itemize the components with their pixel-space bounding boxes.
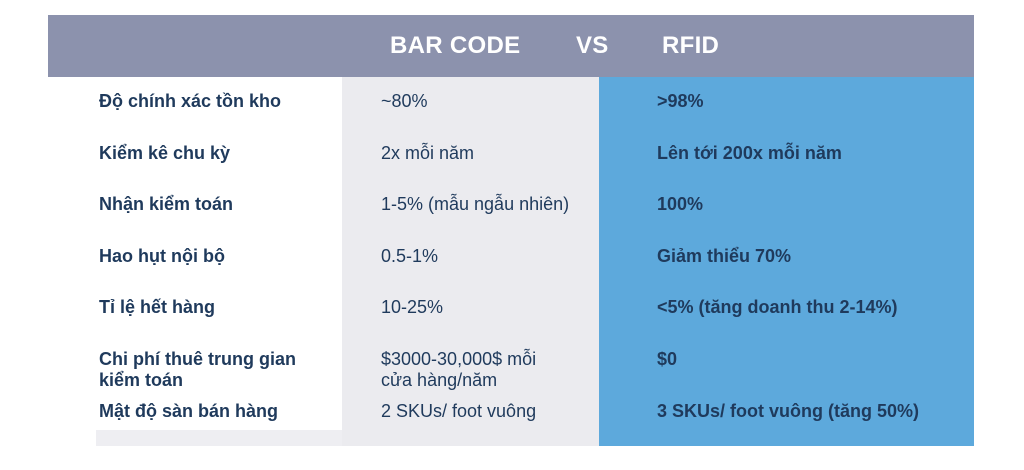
rfid-column (599, 77, 974, 446)
barcode-column (342, 77, 599, 446)
label-column (96, 77, 342, 446)
rfid-value-internal-shrinkage: Giảm thiểu 70% (657, 246, 792, 266)
row-label-cycle-count: Kiểm kê chu kỳ (99, 143, 231, 163)
rfid-value-receiving-audit: 100% (657, 194, 704, 214)
comparison-header: BAR CODE VS RFID (48, 15, 974, 77)
barcode-value-sales-floor-density: 2 SKUs/ foot vuông (381, 401, 537, 421)
label-column-footer-strip (96, 430, 342, 446)
row-label-internal-shrinkage: Hao hụt nội bộ (99, 246, 225, 266)
rfid-value-out-of-stock-rate: <5% (tăng doanh thu 2-14%) (657, 297, 898, 317)
rfid-value-audit-cost: $0 (657, 349, 678, 369)
barcode-value-audit-cost-line2: cửa hàng/năm (381, 370, 498, 390)
barcode-value-internal-shrinkage: 0.5-1% (381, 246, 439, 266)
header-vs: VS (576, 32, 609, 59)
rfid-value-inventory-accuracy: >98% (657, 91, 704, 111)
row-label-audit-cost-line2: kiểm toán (99, 370, 184, 390)
barcode-value-cycle-count: 2x mỗi năm (381, 143, 475, 163)
row-label-receiving-audit: Nhận kiểm toán (99, 194, 234, 214)
barcode-value-audit-cost-line1: $3000-30,000$ mỗi (381, 349, 537, 369)
header-barcode: BAR CODE (390, 32, 521, 59)
row-label-out-of-stock-rate: Tỉ lệ hết hàng (99, 297, 216, 317)
rfid-value-cycle-count: Lên tới 200x mỗi năm (657, 143, 842, 163)
rfid-value-sales-floor-density: 3 SKUs/ foot vuông (tăng 50%) (657, 401, 920, 421)
barcode-value-out-of-stock-rate: 10-25% (381, 297, 444, 317)
row-label-audit-cost-line1: Chi phí thuê trung gian (99, 349, 296, 369)
header-rfid: RFID (662, 32, 720, 59)
barcode-value-receiving-audit: 1-5% (mẫu ngẫu nhiên) (381, 194, 570, 214)
row-label-sales-floor-density: Mật độ sàn bán hàng (99, 401, 279, 421)
barcode-value-inventory-accuracy: ~80% (381, 91, 428, 111)
row-label-inventory-accuracy: Độ chính xác tồn kho (99, 91, 282, 111)
